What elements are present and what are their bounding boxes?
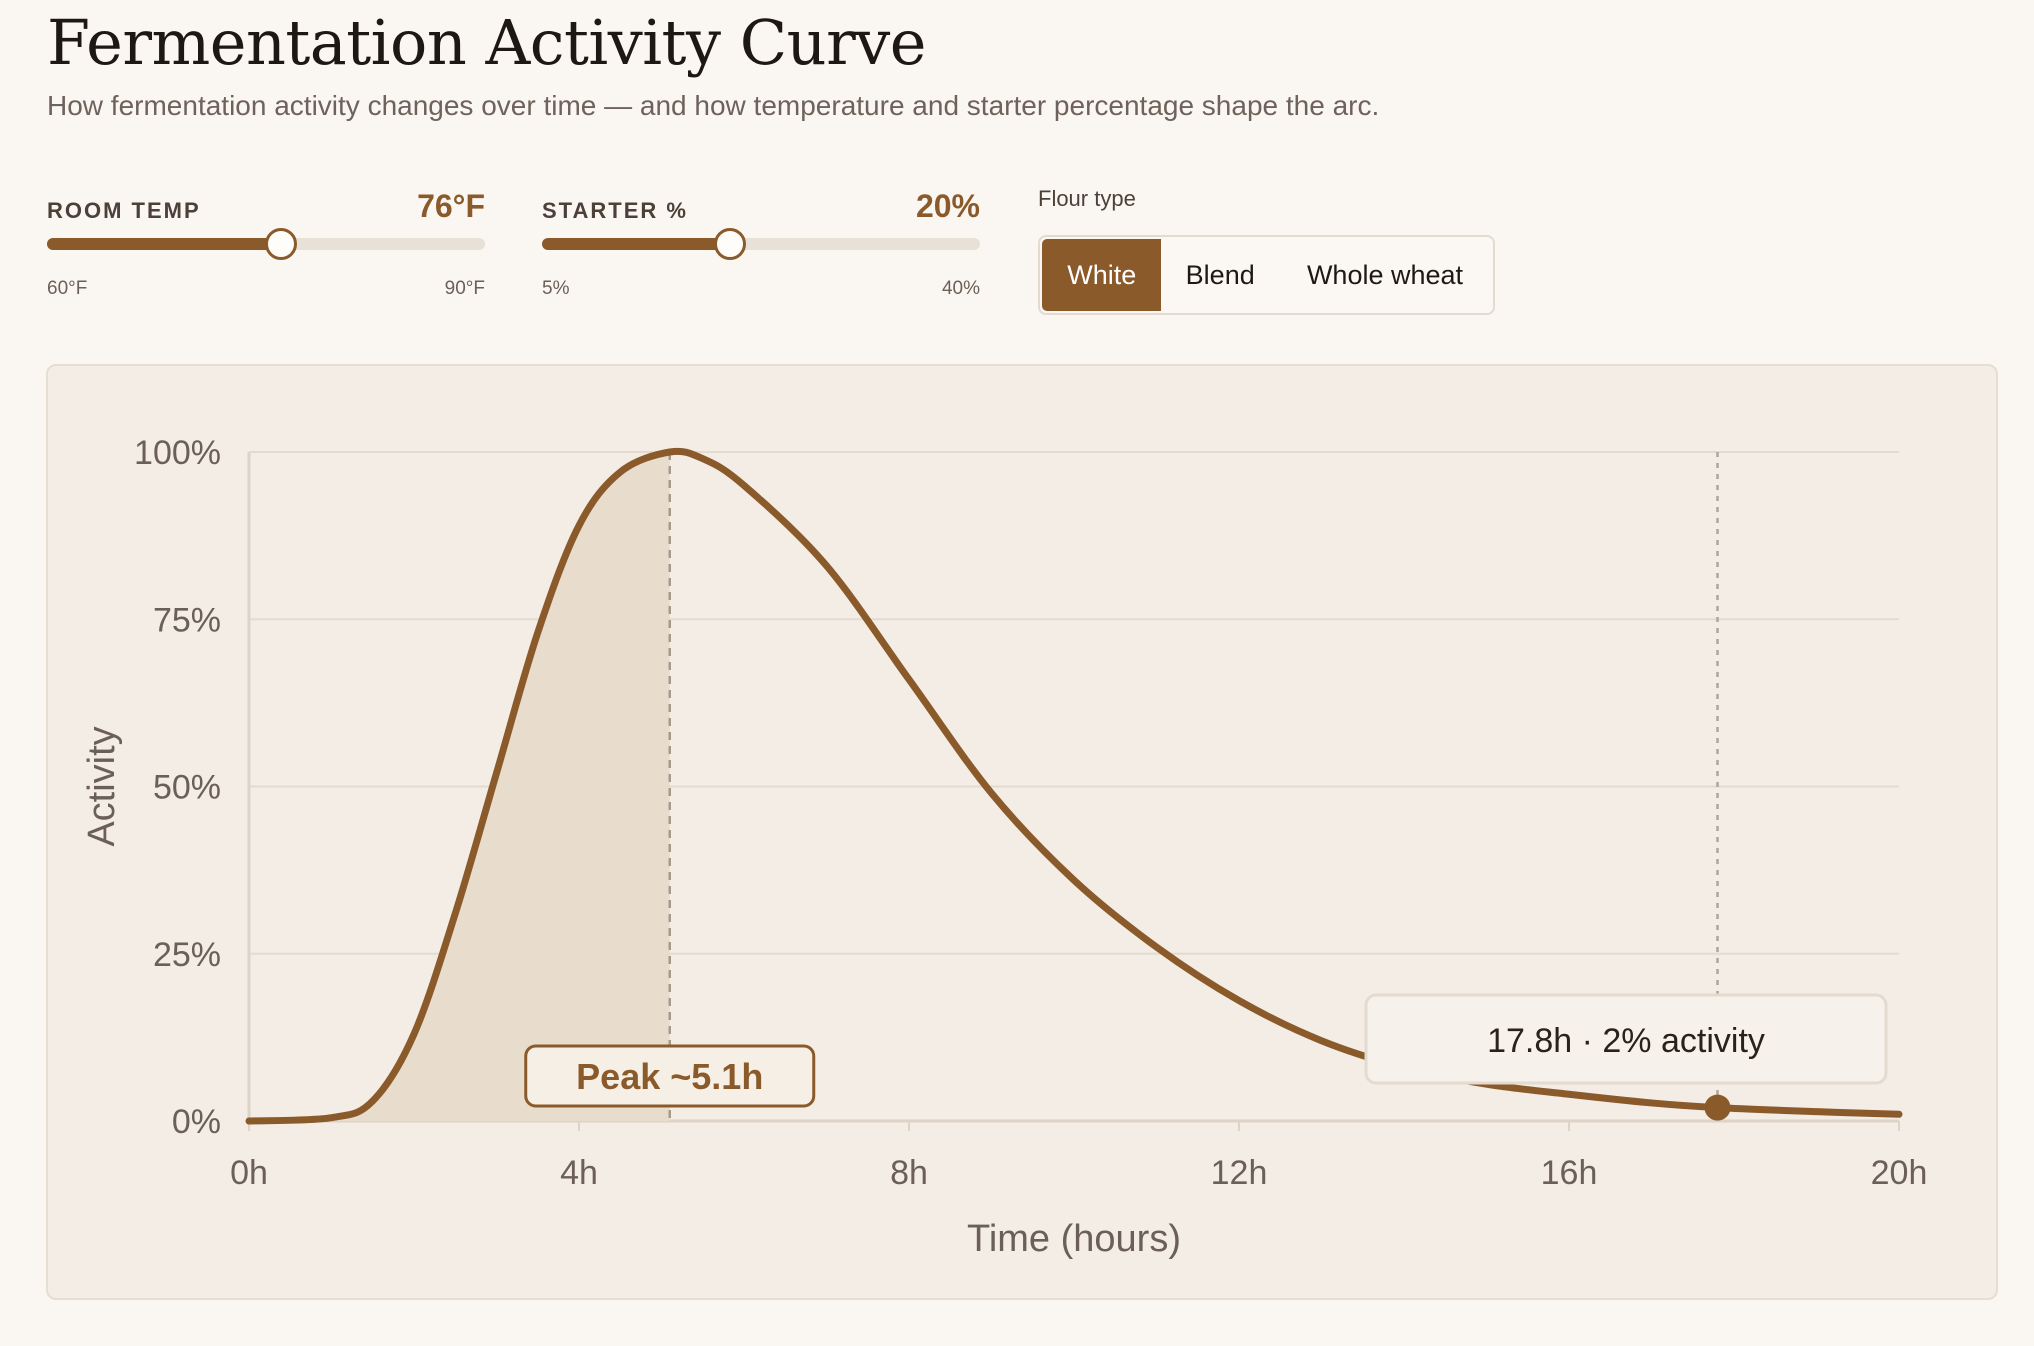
y-tick-label: 50% xyxy=(153,769,221,807)
starter-max-label: 40% xyxy=(941,278,980,299)
room-temp-max-label: 90°F xyxy=(444,278,485,299)
y-tick-label: 0% xyxy=(172,1103,221,1141)
flour-type-segmented-control: White Blend Whole wheat xyxy=(1038,235,1495,315)
x-axis-title: Time (hours) xyxy=(967,1218,1181,1260)
flour-option-blend[interactable]: Blend xyxy=(1185,259,1255,290)
flour-option-whole-wheat[interactable]: Whole wheat xyxy=(1306,259,1464,290)
starter-slider[interactable] xyxy=(542,228,980,260)
x-tick-label: 8h xyxy=(890,1154,928,1192)
room-temp-slider-thumb[interactable] xyxy=(264,228,297,260)
starter-min-label: 5% xyxy=(542,278,570,299)
room-temp-label: ROOM TEMP xyxy=(47,198,201,223)
activity-chart[interactable]: 0% 25% 50% 75% 100% 0h 4h 8h 12h 16h 20h Time (hour… xyxy=(48,366,2000,1302)
page-subtitle: How fermentation activity changes over t… xyxy=(47,90,1380,121)
flour-option-white[interactable]: White xyxy=(1042,239,1162,311)
starter-label: STARTER % xyxy=(542,198,688,223)
x-tick-label: 4h xyxy=(560,1154,598,1192)
room-temp-control: ROOM TEMP 76°F 60°F 90°F xyxy=(47,188,485,299)
room-temp-slider[interactable] xyxy=(47,228,485,260)
y-tick-label: 100% xyxy=(134,434,221,472)
starter-slider-fill xyxy=(542,238,730,250)
peak-label-box xyxy=(524,1044,816,1108)
cursor-tooltip-box xyxy=(1364,993,1888,1085)
y-tick-label: 25% xyxy=(153,936,221,974)
flour-type-label: Flour type xyxy=(1038,186,1136,211)
starter-value: 20% xyxy=(915,188,980,224)
peak-label: Peak ~5.1h xyxy=(576,1056,763,1097)
x-tick-label: 16h xyxy=(1541,1154,1598,1192)
starter-slider-thumb[interactable] xyxy=(713,228,746,260)
x-tick-label: 0h xyxy=(230,1154,268,1192)
room-temp-value: 76°F xyxy=(417,188,485,224)
page-title: Fermentation Activity Curve xyxy=(47,6,926,79)
room-temp-min-label: 60°F xyxy=(47,278,88,299)
room-temp-slider-fill xyxy=(47,238,281,250)
x-tick-label: 12h xyxy=(1211,1154,1268,1192)
activity-curve xyxy=(245,447,1903,1125)
chart-card: 0% 25% 50% 75% 100% 0h 4h 8h 12h 16h 20h Time (hour… xyxy=(46,364,1998,1300)
y-axis-title: Activity xyxy=(81,726,123,846)
cursor-point xyxy=(1704,1094,1731,1121)
y-tick-label: 75% xyxy=(153,601,221,639)
rising-area-shade xyxy=(249,452,670,1121)
x-tick-label: 20h xyxy=(1871,1154,1928,1192)
cursor-tooltip-label: 17.8h · 2% activity xyxy=(1487,1022,1765,1060)
starter-control: STARTER % 20% 5% 40% xyxy=(542,188,980,299)
